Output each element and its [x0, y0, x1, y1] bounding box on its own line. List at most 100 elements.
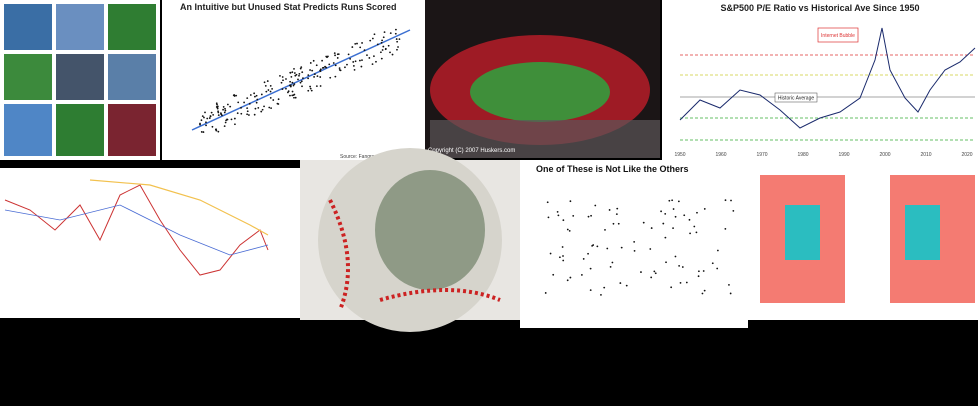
x-tick-label: 2000	[879, 152, 890, 158]
dot	[552, 273, 555, 276]
dot	[272, 99, 275, 101]
dot	[373, 33, 376, 36]
dot	[373, 55, 375, 58]
dot	[222, 106, 225, 108]
dot	[248, 102, 251, 105]
dot	[309, 87, 312, 90]
dot	[226, 103, 229, 106]
tile-title: One of These is Not Like the Others	[536, 164, 689, 174]
dot	[359, 46, 362, 49]
thumb	[4, 4, 52, 50]
dot	[672, 208, 675, 210]
thumb	[56, 54, 104, 100]
dot	[654, 272, 657, 275]
dot	[589, 267, 592, 270]
dot	[683, 214, 686, 217]
x-tick-label: 1980	[797, 152, 808, 158]
stock-chart-tile[interactable]	[0, 168, 300, 318]
dot	[642, 221, 645, 224]
dot	[255, 101, 258, 104]
others-chart-tile[interactable]: One of These is Not Like the Others	[520, 160, 748, 328]
dot	[702, 270, 705, 272]
dot	[334, 64, 337, 67]
dot	[662, 222, 665, 225]
dot	[289, 80, 292, 83]
dot	[246, 97, 249, 100]
dot	[660, 210, 662, 213]
dot	[347, 53, 350, 56]
dot	[295, 73, 298, 76]
dot	[352, 61, 355, 63]
dot	[349, 57, 352, 60]
dot	[325, 66, 328, 69]
dot	[356, 42, 358, 45]
dot	[615, 213, 618, 216]
dot	[294, 96, 297, 99]
dot	[664, 236, 667, 239]
dot	[670, 286, 673, 289]
dot	[396, 40, 399, 43]
dot	[224, 109, 227, 112]
dot	[210, 111, 213, 114]
dot	[309, 69, 311, 71]
dot	[267, 89, 270, 91]
tile-bg	[520, 160, 748, 328]
dot	[226, 118, 228, 121]
dot	[307, 89, 310, 92]
dot	[703, 208, 706, 210]
dot	[398, 38, 401, 41]
dot	[379, 51, 382, 54]
dot	[354, 60, 357, 63]
dot	[369, 39, 372, 42]
dot	[281, 76, 284, 78]
dot	[609, 265, 612, 268]
dot	[200, 131, 203, 133]
dot	[589, 289, 592, 292]
dot	[313, 73, 316, 76]
stadium-tile[interactable]: Copyright (C) 2007 Huskers.com	[425, 0, 660, 158]
dot	[653, 270, 656, 273]
price-line	[4, 184, 269, 276]
dot	[260, 93, 263, 96]
dot	[351, 46, 354, 48]
dot	[293, 93, 296, 96]
stitches	[328, 199, 350, 311]
dot	[338, 68, 341, 71]
dot	[396, 48, 398, 51]
dot	[254, 107, 257, 110]
dot	[315, 85, 318, 87]
thumb	[4, 104, 52, 156]
dot	[229, 105, 232, 108]
baseball-tile[interactable]	[300, 148, 520, 332]
dot	[293, 96, 295, 99]
dot	[291, 71, 294, 74]
dot	[703, 289, 706, 292]
runs-chart-tile[interactable]: An Intuitive but Unused Stat Predicts Ru…	[162, 0, 431, 160]
dot	[375, 60, 377, 63]
dot	[313, 76, 315, 78]
thumbnail-grid-tile[interactable]	[0, 0, 160, 160]
dot	[697, 275, 700, 278]
dot	[285, 78, 287, 80]
dot	[269, 90, 272, 93]
dot	[211, 125, 214, 128]
dot	[291, 81, 294, 84]
dot	[382, 45, 385, 48]
dot	[566, 279, 569, 282]
dot	[729, 292, 732, 295]
dot	[695, 231, 698, 234]
dot	[298, 72, 301, 75]
pe-chart-tile[interactable]: S&P500 P/E Ratio vs Historical Ave Since…	[662, 0, 978, 160]
dot	[269, 85, 272, 87]
dot	[217, 111, 220, 114]
tile-bg	[662, 0, 978, 160]
dot	[333, 52, 336, 55]
dot	[591, 244, 594, 247]
dot	[352, 65, 355, 67]
dot	[732, 209, 735, 212]
dot	[354, 42, 357, 45]
dot	[307, 74, 310, 77]
dot	[289, 85, 292, 88]
dot	[640, 271, 642, 273]
dual-scatter-tile[interactable]	[748, 160, 978, 320]
